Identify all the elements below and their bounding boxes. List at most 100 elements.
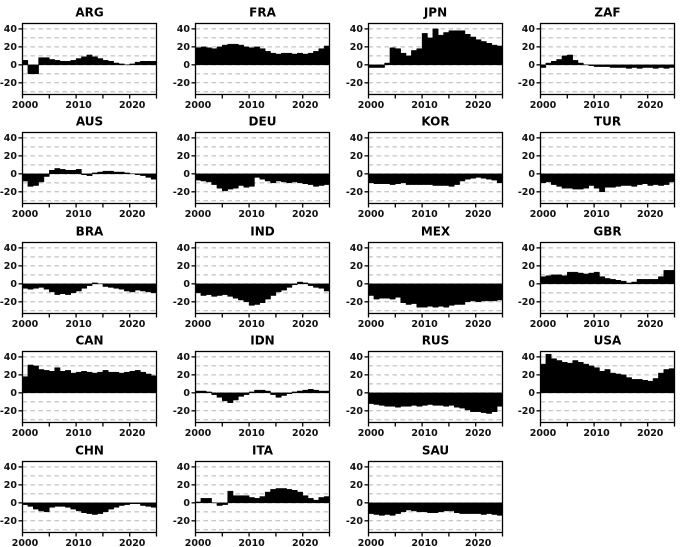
y-tick-label: 0 <box>183 279 190 290</box>
y-tick-label: 40 <box>4 24 18 35</box>
subplot-title: ITA <box>252 443 274 457</box>
area-series-zaf <box>540 54 675 69</box>
x-tick-label: 2000 <box>12 100 39 109</box>
y-tick-label: 20 <box>177 151 191 162</box>
subplot-title: ARG <box>75 5 103 19</box>
plot-box <box>540 241 676 314</box>
chart-svg-can: CAN 40 20 0 -20 2000 2010 2020 <box>0 334 158 438</box>
subplot-title: ZAF <box>595 5 621 19</box>
area-series-idn <box>195 389 330 404</box>
y-tick-label: 40 <box>349 462 363 473</box>
y-tick-label: -20 <box>518 187 535 198</box>
plot-box <box>194 351 330 424</box>
subplot-aus: AUS 40 20 0 -20 2000 2010 2020 <box>0 109 173 219</box>
plot-box <box>21 351 158 424</box>
x-tick-label: 2010 <box>584 428 611 437</box>
chart-svg-bra: BRA 40 20 0 -20 2000 2010 2020 <box>0 224 158 328</box>
y-tick-label: 0 <box>356 279 363 290</box>
area-series-fra <box>195 43 330 66</box>
y-tick-label: 0 <box>356 60 363 71</box>
y-tick-label: -20 <box>173 187 190 198</box>
y-tick-label: 0 <box>10 388 17 399</box>
y-tick-label: 40 <box>4 243 18 254</box>
x-tick-label: 2020 <box>637 100 664 109</box>
x-tick-label: 2000 <box>185 100 212 109</box>
chart-svg-jpn: JPN 40 20 0 -20 2000 2010 2020 <box>346 5 503 109</box>
y-tick-label: 20 <box>177 370 191 381</box>
y-tick-label: -20 <box>0 516 17 527</box>
y-tick-label: 40 <box>349 243 363 254</box>
chart-svg-fra: FRA 40 20 0 -20 2000 2010 2020 <box>173 5 330 109</box>
area-series-jpn <box>367 28 503 68</box>
y-tick-label: 0 <box>183 498 190 509</box>
x-tick-label: 2020 <box>464 319 491 328</box>
x-tick-label: 2010 <box>65 538 92 547</box>
y-tick-label: -20 <box>0 187 17 198</box>
subplot-gbr: GBR 40 20 0 -20 2000 2010 2020 <box>518 219 691 328</box>
plot-box <box>194 241 330 314</box>
y-tick-label: 20 <box>177 42 191 53</box>
area-series-tur <box>540 173 675 193</box>
x-tick-label: 2000 <box>185 538 212 547</box>
x-tick-label: 2020 <box>119 319 146 328</box>
y-tick-label: -20 <box>346 78 363 89</box>
plot-box <box>367 241 503 314</box>
chart-svg-gbr: GBR 40 20 0 -20 2000 2010 2020 <box>518 224 676 328</box>
subplot-arg: ARG 40 20 0 -20 2000 2010 2020 <box>0 0 173 109</box>
y-tick-label: 20 <box>4 42 18 53</box>
y-tick-label: 0 <box>10 498 17 509</box>
y-tick-label: 0 <box>183 60 190 71</box>
y-tick-label: 20 <box>177 480 191 491</box>
area-series-chn <box>22 502 157 515</box>
y-tick-label: 20 <box>349 370 363 381</box>
subplot-deu: DEU 40 20 0 -20 2000 2010 2020 <box>173 109 346 219</box>
plot-box <box>367 132 503 205</box>
x-tick-label: 2000 <box>185 428 212 437</box>
x-tick-label: 2000 <box>530 319 557 328</box>
y-tick-label: -20 <box>173 297 190 308</box>
y-tick-label: 0 <box>529 169 536 180</box>
chart-svg-usa: USA 40 20 0 -20 2000 2010 2020 <box>518 334 676 438</box>
x-tick-label: 2010 <box>65 100 92 109</box>
chart-svg-arg: ARG 40 20 0 -20 2000 2010 2020 <box>0 5 158 109</box>
y-tick-label: 40 <box>522 133 536 144</box>
x-tick-label: 2010 <box>238 100 265 109</box>
y-tick-label: 20 <box>522 151 536 162</box>
y-tick-label: 20 <box>4 370 18 381</box>
x-tick-label: 2020 <box>292 538 319 547</box>
area-series-aus <box>22 168 157 188</box>
y-tick-label: -20 <box>0 78 17 89</box>
y-tick-label: 20 <box>522 261 536 272</box>
plot-box <box>540 351 676 424</box>
y-tick-label: -20 <box>0 297 17 308</box>
plot-box <box>21 132 158 205</box>
subplot-usa: USA 40 20 0 -20 2000 2010 2020 <box>518 328 691 438</box>
area-series-deu <box>195 173 330 192</box>
subplot-title: KOR <box>421 115 449 129</box>
y-tick-label: 0 <box>10 279 17 290</box>
x-tick-label: 2010 <box>65 209 92 218</box>
x-tick-label: 2010 <box>411 209 438 218</box>
subplot-title: IND <box>250 224 274 238</box>
x-tick-label: 2010 <box>238 319 265 328</box>
plot-box <box>21 241 158 314</box>
x-tick-label: 2010 <box>584 100 611 109</box>
x-tick-label: 2020 <box>119 538 146 547</box>
x-tick-label: 2000 <box>185 319 212 328</box>
plot-box <box>540 132 676 205</box>
chart-svg-sau: SAU 40 20 0 -20 2000 2010 2020 <box>346 443 503 547</box>
area-series-rus <box>367 392 503 414</box>
y-tick-label: 40 <box>4 352 18 363</box>
y-tick-label: 0 <box>529 388 536 399</box>
y-tick-label: 40 <box>177 243 191 254</box>
subplot-title: IDN <box>250 334 274 348</box>
x-tick-label: 2020 <box>119 209 146 218</box>
y-tick-label: 40 <box>522 352 536 363</box>
subplot-idn: IDN 40 20 0 -20 2000 2010 2020 <box>173 328 346 438</box>
plot-box <box>367 351 503 424</box>
area-series-bra <box>22 282 157 295</box>
subplot-ita: ITA 40 20 0 -20 2000 2010 2020 <box>173 438 346 547</box>
x-tick-label: 2010 <box>65 428 92 437</box>
x-tick-label: 2010 <box>584 319 611 328</box>
